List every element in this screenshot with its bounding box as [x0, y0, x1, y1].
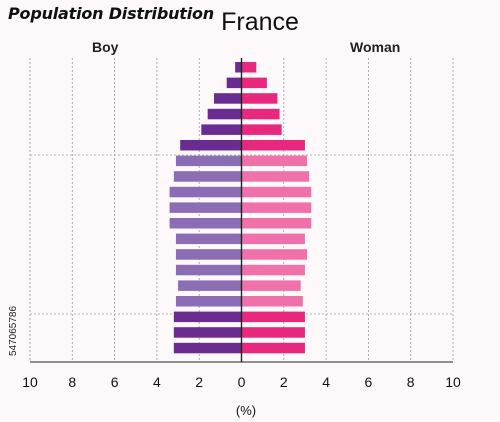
bar-boy — [173, 311, 242, 323]
chart-subtitle: Population Distribution — [8, 4, 215, 23]
bar-boy — [173, 342, 242, 354]
x-tick-label: 2 — [280, 374, 288, 390]
bar-woman — [241, 342, 305, 354]
grid-lines — [29, 58, 454, 362]
bar-boy — [175, 233, 242, 245]
bar-woman — [241, 264, 305, 276]
bar-boy — [235, 62, 242, 73]
bar-woman — [241, 202, 312, 213]
bar-boy — [180, 140, 242, 151]
chart-title: France — [221, 8, 299, 36]
bar-boy — [173, 327, 242, 338]
bar-boy — [169, 186, 242, 198]
bar-woman — [241, 62, 257, 73]
bar-boy — [175, 249, 242, 260]
x-tick-label: 2 — [195, 374, 203, 390]
x-tick-label: 8 — [68, 374, 76, 390]
bar-woman — [241, 280, 301, 291]
bar-boy — [201, 124, 242, 135]
x-tick-label: 8 — [407, 374, 415, 390]
bar-boy — [169, 218, 242, 229]
bar-boy — [175, 155, 242, 167]
bar-woman — [241, 108, 280, 120]
x-tick-label: 6 — [111, 374, 119, 390]
bar-woman — [241, 296, 303, 307]
bar-woman — [241, 171, 310, 182]
axes — [30, 58, 453, 363]
bar-boy — [214, 93, 242, 104]
bar-boy — [178, 280, 242, 291]
bar-woman — [241, 249, 308, 260]
bar-woman — [241, 140, 305, 151]
bar-woman — [241, 233, 305, 245]
right-series-label: Woman — [350, 39, 401, 55]
bar-woman — [241, 124, 282, 135]
x-tick-label: 4 — [322, 374, 330, 390]
bar-boy — [175, 296, 242, 307]
x-tick-label: 10 — [22, 374, 38, 390]
bar-woman — [241, 218, 312, 229]
bar-boy — [169, 202, 242, 213]
x-tick-labels: 10 8 6 4 2 0 2 4 6 8 10 — [22, 374, 461, 390]
x-axis-label: (%) — [236, 403, 256, 418]
x-tick-label: 10 — [445, 374, 461, 390]
left-series-label: Boy — [92, 39, 119, 55]
bar-boy — [173, 171, 242, 182]
bar-boy — [226, 77, 242, 89]
bar-woman — [241, 77, 267, 89]
x-tick-label: 6 — [365, 374, 373, 390]
bars — [169, 62, 312, 354]
bar-boy — [175, 264, 242, 276]
bar-woman — [241, 311, 305, 323]
bar-woman — [241, 327, 305, 338]
bar-woman — [241, 155, 308, 167]
bar-woman — [241, 186, 312, 198]
x-tick-label: 4 — [153, 374, 161, 390]
bar-woman — [241, 93, 278, 104]
bar-boy — [207, 108, 242, 120]
x-tick-label: 0 — [238, 374, 246, 390]
